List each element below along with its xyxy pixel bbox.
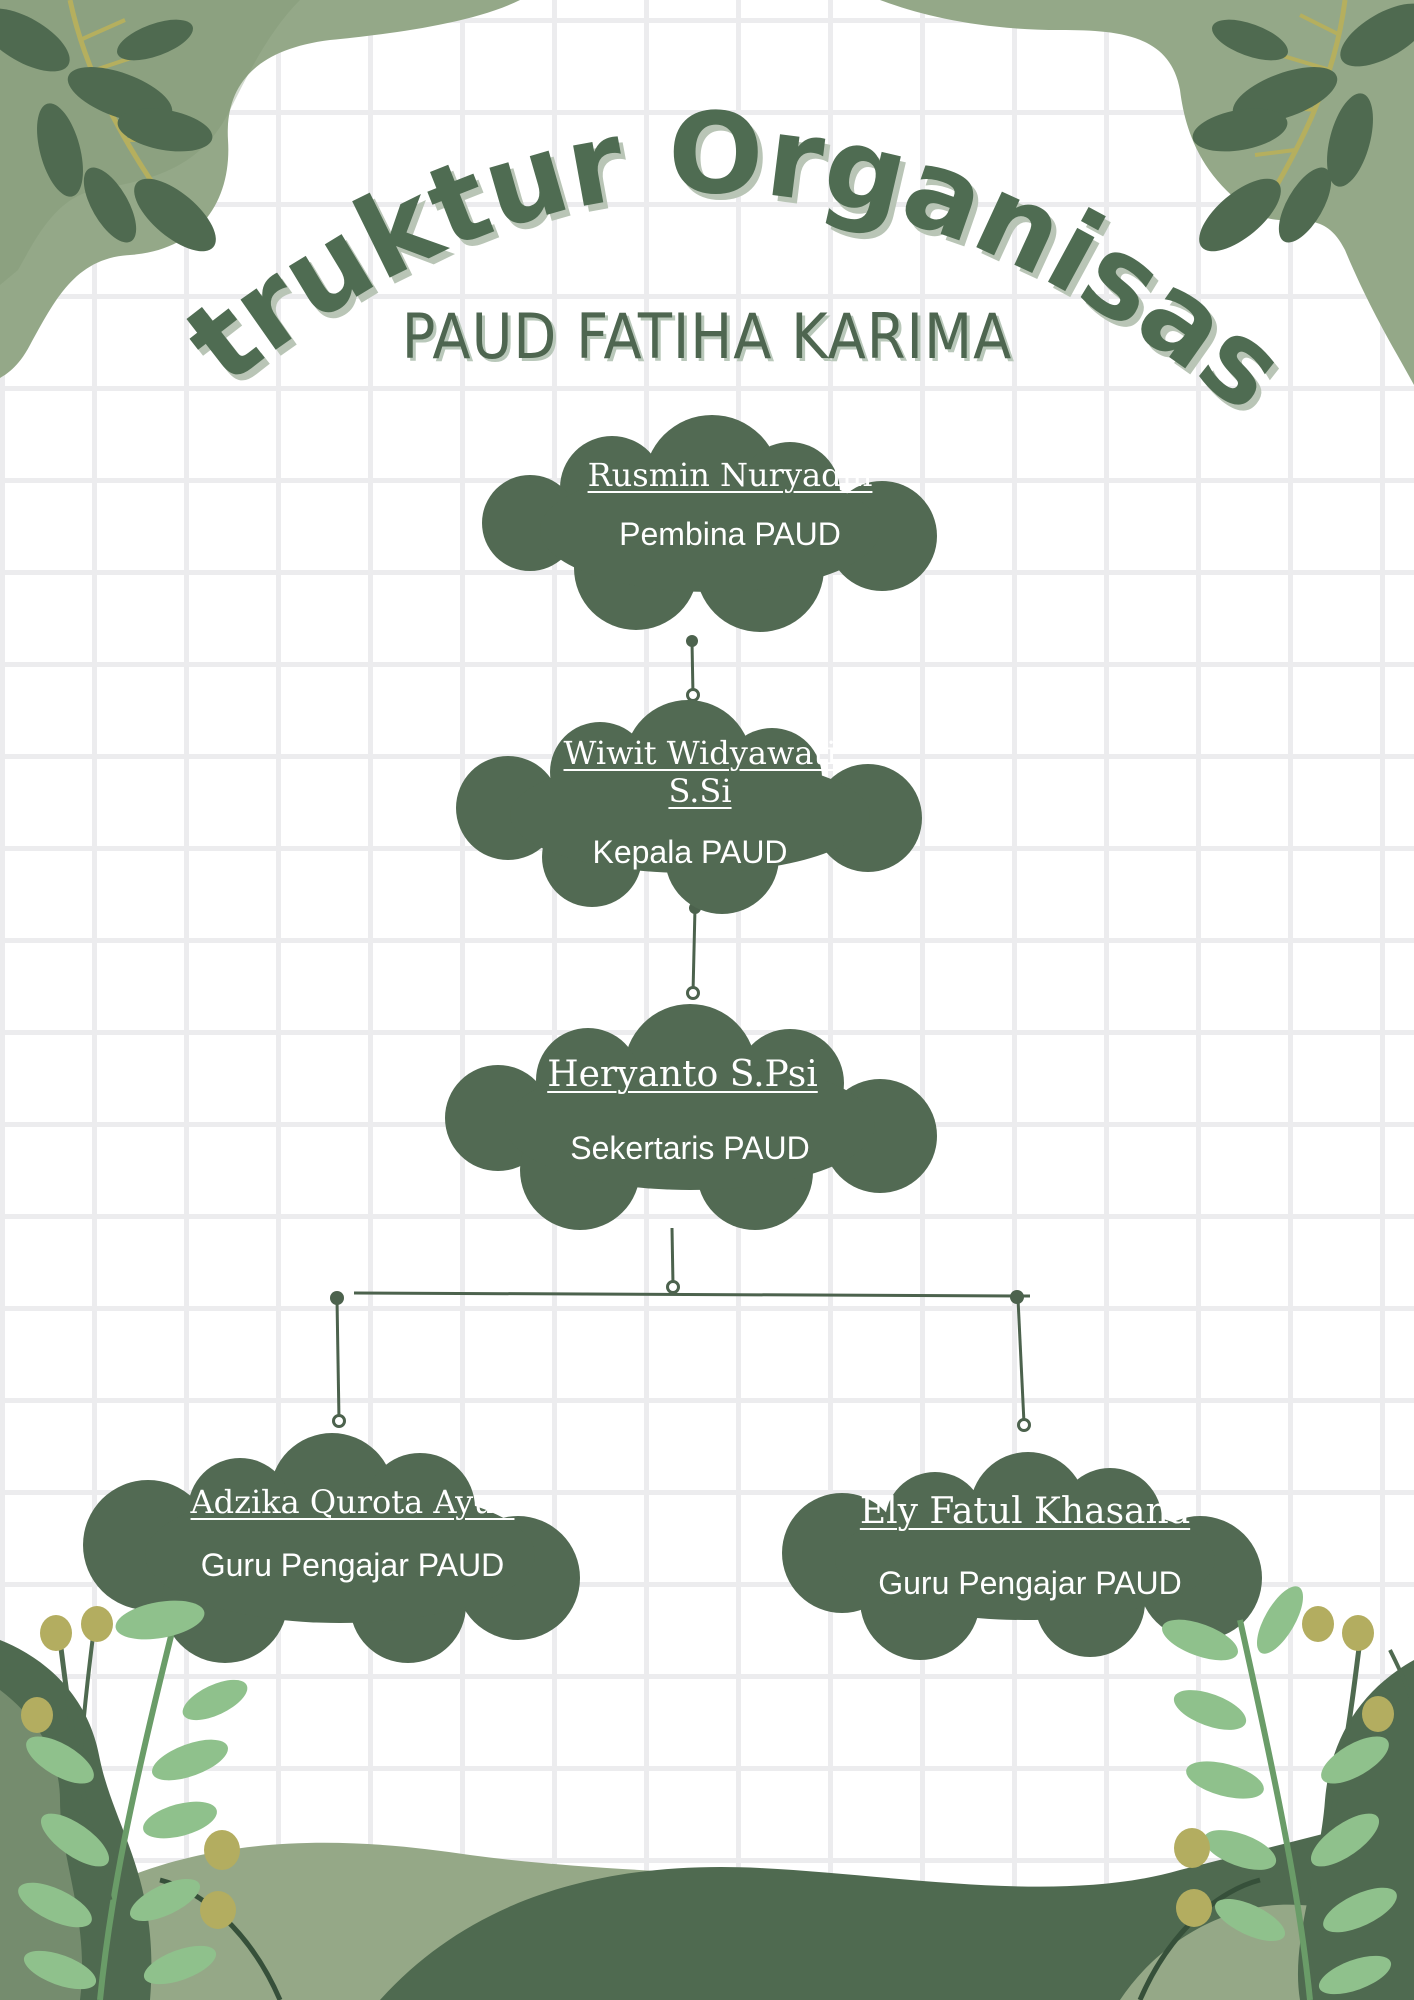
- top-left-foliage: [0, 0, 520, 378]
- connector-branch-left: [335, 1298, 341, 1421]
- connector-branch-horizontal: [353, 1291, 1031, 1298]
- top-right-foliage: [880, 0, 1414, 385]
- node-guru-right: Ely Fatul Khasana Guru Pengajar PAUD: [840, 1493, 1220, 1602]
- node-name: Adzika Qurota Ayun: [190, 1483, 515, 1521]
- node-role: Kepala PAUD: [592, 834, 788, 870]
- node-kepala: Wiwit Widyawati S.Si Kepala PAUD: [560, 734, 840, 871]
- connector-sekertaris-branch: [670, 1227, 675, 1286]
- node-pembina: Rusmin Nuryadin Pembina PAUD: [540, 456, 920, 553]
- cloud-kepala: [456, 700, 922, 914]
- node-name: Heryanto S.Psi: [547, 1054, 818, 1095]
- connector-kepala-sekertaris: [691, 907, 697, 994]
- node-guru-left: Adzika Qurota Ayun Guru Pengajar PAUD: [150, 1483, 555, 1584]
- node-name: Rusmin Nuryadin: [587, 456, 873, 494]
- page-subtitle: PAUD FATIHA KARIMA: [401, 300, 1013, 373]
- connector-pembina-kepala: [690, 641, 695, 696]
- node-clouds: [83, 415, 1262, 1663]
- node-role: Guru Pengajar PAUD: [200, 1547, 505, 1583]
- node-role: Sekertaris PAUD: [570, 1130, 810, 1166]
- node-role: Guru Pengajar PAUD: [878, 1565, 1182, 1601]
- cloud-pembina: [482, 415, 937, 632]
- connector-branch-right: [1016, 1298, 1026, 1424]
- node-sekertaris: Heryanto S.Psi Sekertaris PAUD: [500, 1056, 880, 1167]
- node-role: Pembina PAUD: [619, 516, 841, 552]
- connector-rings: [332, 688, 1031, 1432]
- bottom-landscape: [0, 1586, 1414, 2000]
- node-name: Ely Fatul Khasana: [859, 1491, 1191, 1532]
- cloud-guru-right: [782, 1452, 1262, 1660]
- cloud-guru-left: [83, 1433, 580, 1663]
- cloud-sekertaris: [445, 1004, 937, 1230]
- node-name: Wiwit Widyawati S.Si: [563, 734, 837, 810]
- connector-lines: [335, 641, 1031, 1424]
